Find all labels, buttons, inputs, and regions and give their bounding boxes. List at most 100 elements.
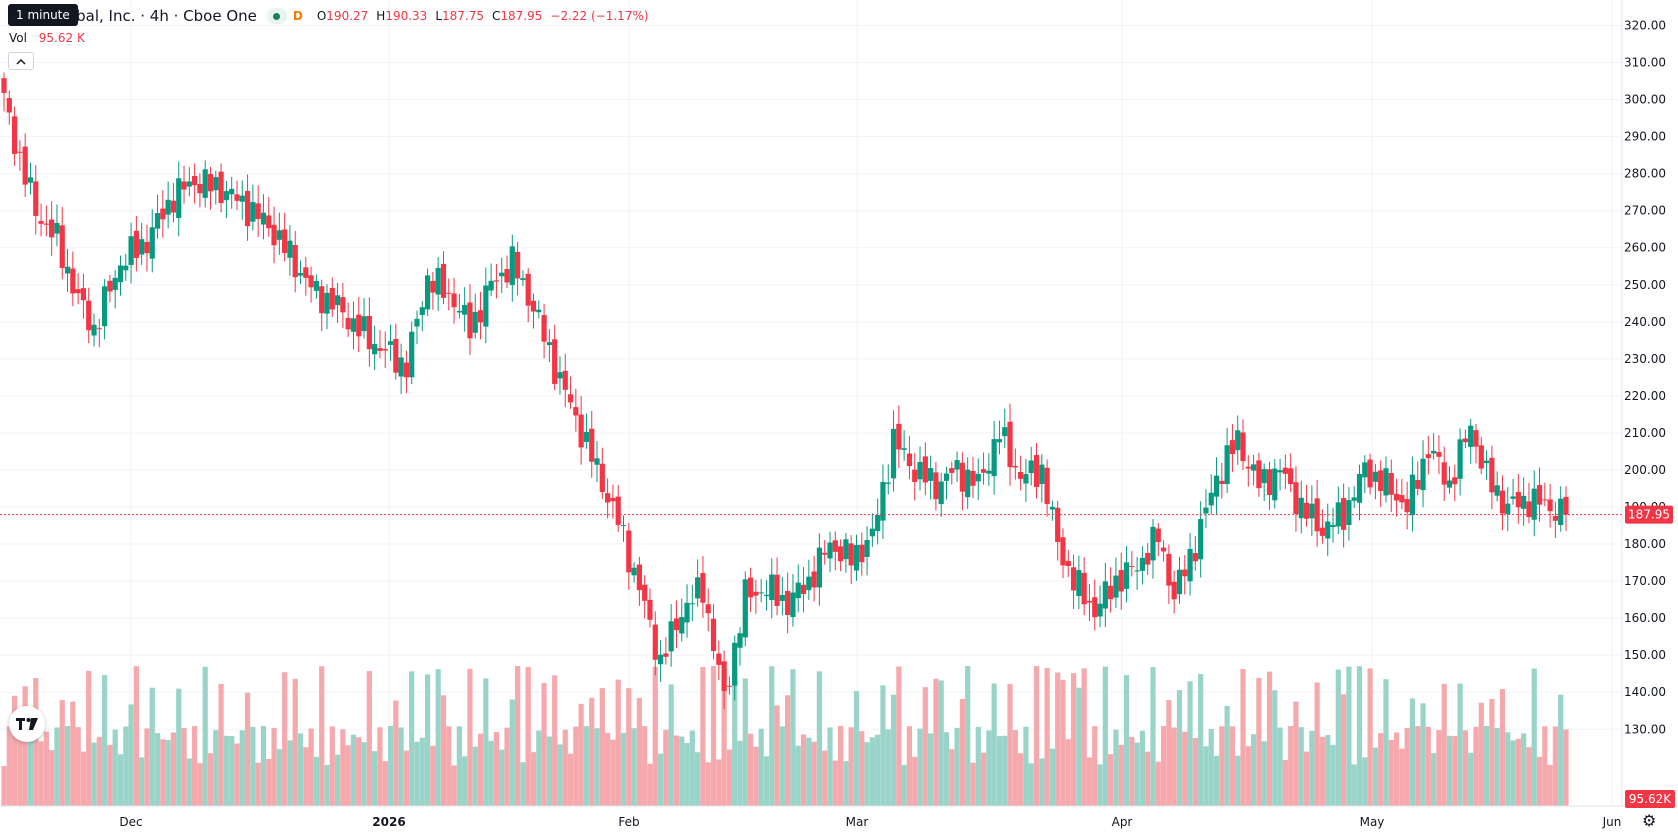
candle-body: [398, 357, 404, 377]
tradingview-logo-icon[interactable]: [9, 706, 45, 742]
candle-body: [785, 590, 791, 616]
candle-body: [504, 269, 510, 283]
candle: [901, 430, 907, 461]
candle-body: [1018, 472, 1024, 479]
volume-bar: [1060, 679, 1066, 806]
candle: [123, 253, 129, 281]
candle: [880, 464, 886, 540]
candle-body: [1224, 445, 1230, 485]
volume-bar: [1229, 726, 1236, 806]
candle-body: [1282, 467, 1288, 474]
volume-bar: [467, 668, 473, 806]
volume-bar: [933, 678, 939, 806]
volume-bar: [372, 751, 378, 806]
candle-body: [234, 194, 240, 201]
volume-bar: [1319, 736, 1326, 806]
volume-bar: [17, 728, 23, 806]
gear-icon[interactable]: ⚙: [1642, 811, 1657, 830]
volume-bar: [890, 694, 897, 806]
volume-bar: [229, 736, 235, 806]
y-tick-label: 300.00: [1624, 93, 1666, 107]
candle-body: [642, 584, 648, 601]
candle-body: [763, 594, 770, 597]
volume-bar: [594, 728, 600, 806]
volume-bar: [239, 730, 245, 806]
candle-body: [1351, 497, 1357, 501]
candle-body: [790, 592, 796, 617]
candle: [1251, 454, 1257, 486]
candle: [1182, 554, 1188, 595]
candle: [282, 212, 288, 262]
x-tick-label: 2026: [372, 815, 405, 829]
candle: [1298, 480, 1304, 534]
candle: [467, 284, 473, 355]
candle: [493, 264, 500, 299]
volume-bar: [1065, 739, 1071, 806]
volume-bar: [1536, 756, 1543, 806]
volume-bar: [207, 753, 214, 806]
candle-body: [435, 267, 441, 295]
volume-bar: [1033, 666, 1040, 806]
volume-bar: [1478, 702, 1484, 806]
candle-body: [922, 456, 928, 483]
candle: [853, 534, 860, 581]
candle-body: [1335, 502, 1341, 527]
candle: [1563, 486, 1569, 531]
volume-bar: [1415, 726, 1421, 806]
volume-bar: [610, 739, 616, 806]
volume-bar: [1023, 726, 1029, 806]
candle-body: [620, 525, 627, 527]
candle-body: [827, 542, 833, 559]
volume-bar: [726, 749, 733, 806]
symbol-legend: Cboe Global, Inc. · 4h · Cboe One D O190…: [8, 7, 649, 25]
candle: [1319, 509, 1326, 544]
candle: [615, 485, 621, 533]
collapse-legend-button[interactable]: [8, 52, 34, 70]
volume-bar: [710, 666, 717, 806]
volume-bar: [319, 666, 325, 806]
volume-bar: [769, 666, 775, 806]
candle-body: [197, 184, 203, 194]
candle-body: [684, 602, 690, 623]
open-value: O190.27: [316, 9, 369, 23]
volume-bar: [864, 742, 870, 806]
candle-body: [843, 539, 849, 560]
candle-body: [869, 528, 875, 537]
candle: [271, 206, 277, 264]
candle-body: [636, 564, 642, 591]
candle: [1039, 454, 1045, 503]
candle-body: [340, 297, 346, 313]
candle: [223, 180, 229, 219]
candle-body: [1055, 507, 1061, 543]
volume-bar: [1303, 751, 1310, 806]
volume-bar: [218, 683, 224, 806]
interval-badge[interactable]: D: [292, 9, 303, 23]
candle-body: [1452, 477, 1458, 485]
candle-body: [255, 203, 261, 220]
volume-bar: [483, 678, 489, 806]
candle: [75, 273, 81, 305]
volume-bar: [1420, 703, 1426, 806]
volume-bar: [334, 754, 341, 806]
candle-body: [70, 268, 76, 294]
price-axis: 130.00140.00150.00160.00170.00180.00190.…: [1624, 19, 1666, 737]
candle: [435, 257, 441, 311]
volume-bar: [509, 699, 515, 806]
candle: [536, 300, 542, 319]
candle: [1399, 478, 1405, 510]
candle-body: [403, 362, 410, 378]
volume-bar: [440, 695, 447, 806]
candle: [1293, 466, 1299, 532]
candle-body: [1155, 528, 1161, 543]
candle-body: [430, 280, 436, 293]
candle-body: [980, 469, 987, 473]
candle-body: [1288, 468, 1294, 485]
volume-bar: [557, 744, 563, 806]
candle: [59, 207, 65, 280]
volume-bar: [1483, 726, 1490, 806]
volume-bar: [54, 727, 60, 806]
market-status-icon[interactable]: [266, 8, 287, 24]
candle-body: [276, 230, 282, 240]
volume-label[interactable]: Vol: [9, 31, 27, 45]
